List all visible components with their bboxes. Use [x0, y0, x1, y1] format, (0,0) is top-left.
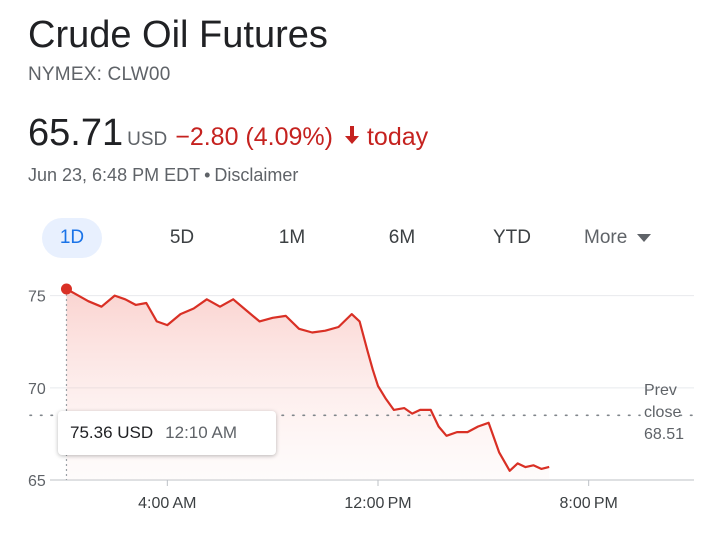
y-tick-label: 65 — [28, 473, 46, 490]
disclaimer-link[interactable]: Disclaimer — [214, 165, 299, 185]
hover-tooltip: 75.36 USD 12:10 AM — [58, 411, 276, 455]
prev-close-label: Prev close 68.51 — [644, 380, 684, 446]
separator-dot: • — [204, 165, 211, 185]
prev-close-text-1: Prev — [644, 382, 677, 399]
arrow-down-icon — [344, 126, 359, 144]
y-tick-label: 70 — [28, 381, 46, 398]
tab-ytd[interactable]: YTD — [493, 227, 531, 248]
prev-close-text-2: close — [644, 404, 682, 421]
page-title: Crude Oil Futures — [28, 14, 328, 56]
x-tick-label: 4:00 AM — [138, 495, 196, 512]
price-line — [65, 288, 550, 472]
tab-5d[interactable]: 5D — [169, 227, 195, 248]
tab-more-label: More — [584, 227, 628, 248]
prev-close-value: 68.51 — [644, 426, 685, 443]
tab-1d[interactable]: 1D — [42, 218, 102, 258]
timestamp-row: Jun 23, 6:48 PM EDT • Disclaimer — [28, 165, 298, 186]
x-tick-label: 12:00 PM — [344, 495, 411, 512]
exchange-symbol: NYMEX: CLW00 — [28, 64, 171, 85]
tab-6m[interactable]: 6M — [388, 227, 416, 248]
tab-more[interactable]: More — [584, 218, 664, 258]
hover-point — [60, 283, 72, 295]
timestamp: Jun 23, 6:48 PM EDT — [28, 165, 201, 185]
caret-down-icon — [637, 234, 652, 242]
change-period: today — [366, 123, 429, 151]
price-change: −2.80 (4.09%) — [175, 123, 333, 151]
tooltip-time: 12:10 AM — [165, 423, 237, 442]
tooltip-value: 75.36 USD — [70, 423, 154, 442]
currency-label: USD — [127, 129, 168, 150]
range-tabs: 1D 5D 1M 6M YTD More — [42, 218, 682, 260]
y-tick-label: 75 — [28, 289, 46, 306]
x-tick-label: 8:00 PM — [559, 495, 617, 512]
tab-1m[interactable]: 1M — [278, 227, 306, 248]
current-price: 65.71 — [28, 112, 124, 154]
price-row: 65.71 USD −2.80 (4.09%) today — [28, 112, 428, 155]
